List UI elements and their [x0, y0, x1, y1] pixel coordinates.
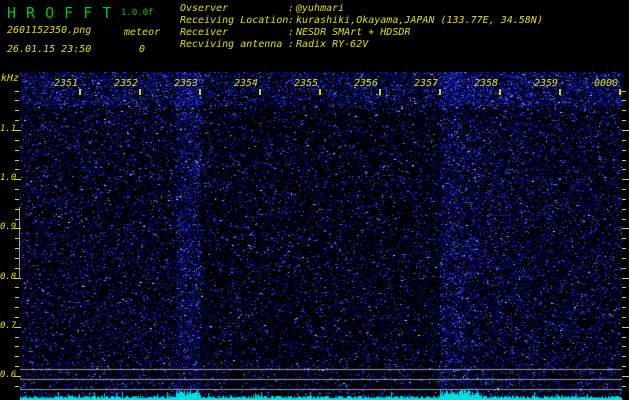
freq-tick	[15, 366, 19, 367]
freq-tick-label: 0.7	[0, 320, 17, 331]
observer-info-block: Ovserver: @yuhmari Receiving Location: kur…	[180, 3, 543, 51]
freq-tick	[622, 268, 626, 269]
freq-tick	[622, 150, 626, 151]
freq-tick	[14, 179, 21, 180]
freq-tick	[15, 248, 19, 249]
freq-tick	[622, 100, 626, 101]
info-value: kurashiki,Okayama,JAPAN (133.77E, 34.58N…	[296, 15, 543, 26]
freq-tick	[622, 209, 626, 210]
freq-tick	[622, 189, 626, 190]
freq-tick	[15, 120, 19, 121]
freq-tick	[15, 297, 19, 298]
freq-tick	[14, 278, 21, 279]
freq-tick-label: 1.1	[0, 124, 17, 134]
freq-tick	[622, 169, 626, 170]
freq-tick	[622, 346, 626, 347]
freq-tick	[15, 258, 19, 259]
freq-tick	[622, 327, 629, 328]
freq-tick	[622, 228, 629, 229]
freq-tick	[15, 91, 19, 92]
freq-tick	[15, 317, 19, 318]
info-colon: :	[288, 3, 295, 14]
info-colon: :	[288, 39, 295, 50]
info-row-receiver: Receiver: NESDR SMArt + HDSDR	[180, 27, 543, 39]
freq-tick	[15, 189, 19, 190]
freq-tick	[622, 120, 626, 121]
freq-tick	[15, 307, 19, 308]
app-title: H R O F F T	[7, 4, 112, 22]
freq-tick	[622, 287, 626, 288]
freq-tick	[15, 219, 19, 220]
freq-tick	[622, 110, 626, 111]
calibration-marker-line	[19, 207, 20, 279]
freq-tick	[14, 130, 21, 131]
freq-tick	[15, 337, 19, 338]
freq-tick	[14, 327, 21, 328]
freq-tick	[622, 366, 626, 367]
info-row-antenna: Recviving antenna: Radix RY-62V	[180, 39, 543, 51]
freq-tick	[15, 150, 19, 151]
freq-tick	[15, 238, 19, 239]
freq-tick	[622, 179, 629, 180]
freq-tick	[15, 287, 19, 288]
freq-tick	[622, 160, 626, 161]
observation-datetime: 26.01.15 23:50	[7, 44, 92, 55]
meteor-counter-label: meteor	[124, 27, 161, 38]
freq-tick	[15, 100, 19, 101]
freq-tick	[622, 297, 626, 298]
freq-unit-label: kHz	[1, 73, 20, 84]
info-colon: :	[288, 15, 295, 26]
freq-tick	[15, 356, 19, 357]
app-version: 1.0.0f	[121, 8, 154, 18]
freq-tick-label: 0.9	[0, 222, 17, 233]
info-colon: :	[288, 27, 295, 38]
freq-tick	[15, 268, 19, 269]
info-row-observer: Ovserver: @yuhmari	[180, 3, 543, 15]
freq-tick	[622, 317, 626, 318]
freq-tick	[622, 376, 629, 377]
freq-tick	[622, 238, 626, 239]
freq-tick	[622, 199, 626, 200]
freq-tick	[622, 91, 626, 92]
info-value: NESDR SMArt + HDSDR	[296, 27, 411, 38]
freq-tick	[622, 248, 626, 249]
freq-tick	[15, 386, 19, 387]
freq-tick	[15, 110, 19, 111]
info-label: Ovserver	[180, 3, 229, 14]
info-label: Receiving Location	[180, 15, 289, 26]
freq-tick	[622, 278, 629, 279]
freq-tick	[14, 376, 21, 377]
freq-tick	[622, 356, 626, 357]
freq-tick	[14, 228, 21, 229]
freq-tick	[15, 199, 19, 200]
info-value: Radix RY-62V	[296, 39, 369, 50]
freq-tick	[15, 346, 19, 347]
info-value: @yuhmari	[296, 3, 345, 14]
freq-tick	[622, 140, 626, 141]
info-row-location: Receiving Location: kurashiki,Okayama,JAP…	[180, 15, 543, 27]
freq-tick	[15, 140, 19, 141]
freq-tick	[622, 386, 626, 387]
freq-tick	[15, 160, 19, 161]
spectrogram-canvas	[20, 72, 622, 400]
info-label: Recviving antenna	[180, 39, 283, 50]
freq-tick	[622, 307, 626, 308]
freq-tick-label: 0.6	[0, 370, 17, 380]
freq-tick	[622, 258, 626, 259]
output-filename: 2601152350.png	[7, 25, 92, 36]
freq-tick	[622, 130, 629, 131]
freq-tick	[15, 169, 19, 170]
freq-tick	[15, 209, 19, 210]
freq-tick	[622, 337, 626, 338]
freq-tick	[622, 219, 626, 220]
freq-tick-label: 0.8	[0, 271, 17, 282]
info-label: Receiver	[180, 27, 229, 38]
freq-tick-label: 1.0	[0, 173, 17, 184]
meteor-count-value: 0	[139, 44, 146, 55]
